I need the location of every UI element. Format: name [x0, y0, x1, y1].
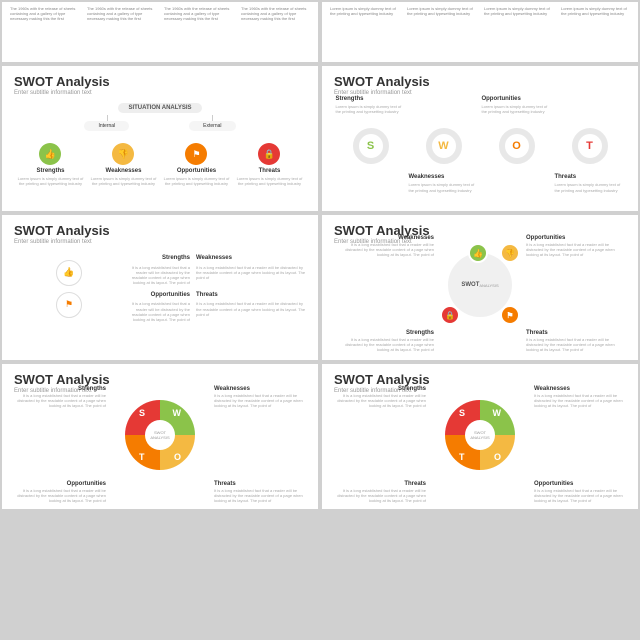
thumbs-down-icon: 👎 — [112, 143, 134, 165]
title: SWOT Analysis — [14, 74, 306, 89]
flag-icon: ⚑ — [185, 143, 207, 165]
top-row-2: Lorem ipsum is simply dummy text of the … — [322, 2, 638, 62]
top-row-1: The 1960s with the release of sheets con… — [2, 2, 318, 62]
thumbs-up-icon: 👍 — [39, 143, 61, 165]
slide-pill: SWOT AnalysisEnter subtitle information … — [2, 215, 318, 360]
slide-tree: SWOT Analysis Enter subtitle information… — [2, 66, 318, 211]
lock-icon: 🔒 — [258, 143, 280, 165]
slide-donut-1: SWOT AnalysisEnter subtitle information … — [2, 364, 318, 509]
external-node: External — [189, 121, 235, 131]
situation-badge: SITUATION ANALYSIS — [118, 103, 201, 113]
slide-orbit: SWOT AnalysisEnter subtitle information … — [322, 215, 638, 360]
slide-wave: SWOT AnalysisEnter subtitle information … — [322, 66, 638, 211]
internal-node: Internal — [84, 121, 129, 131]
slide-donut-2: SWOT AnalysisEnter subtitle information … — [322, 364, 638, 509]
